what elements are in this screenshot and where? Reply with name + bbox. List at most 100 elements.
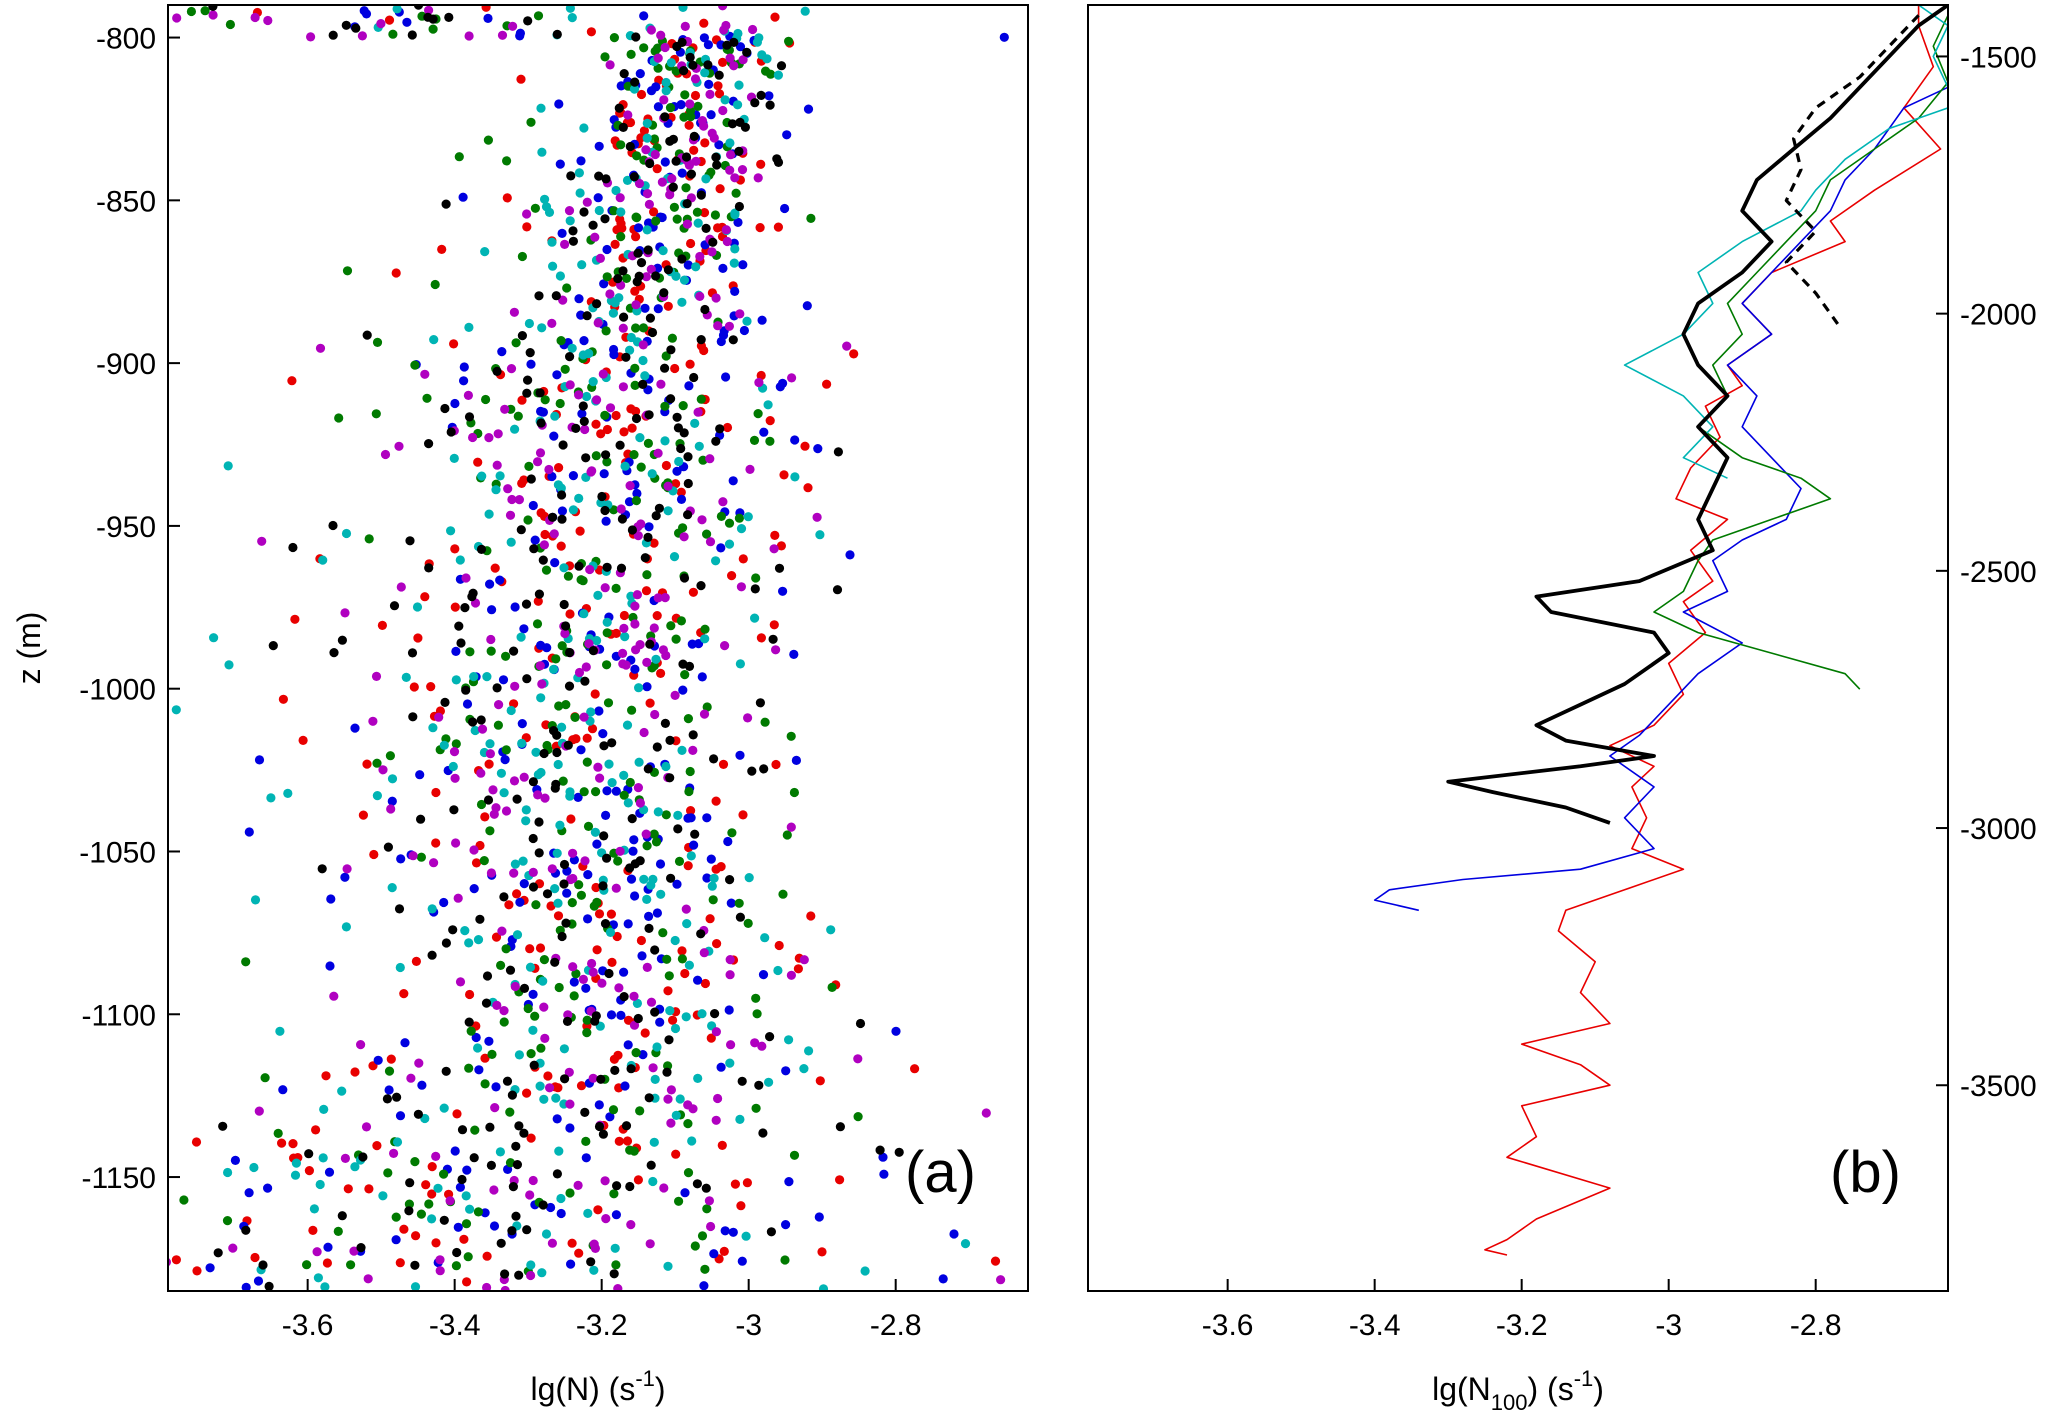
data-point bbox=[465, 1204, 475, 1214]
data-point bbox=[535, 388, 545, 398]
data-point bbox=[734, 201, 745, 212]
data-point bbox=[676, 616, 687, 626]
data-point bbox=[523, 16, 533, 26]
data-point bbox=[703, 40, 714, 50]
data-point bbox=[640, 1028, 650, 1038]
data-point bbox=[727, 119, 738, 129]
data-point bbox=[516, 525, 526, 535]
data-point bbox=[720, 641, 730, 651]
data-point bbox=[534, 291, 544, 301]
data-point bbox=[464, 1063, 474, 1073]
data-point bbox=[618, 648, 628, 659]
data-point bbox=[456, 638, 466, 648]
data-point bbox=[615, 440, 625, 450]
data-point bbox=[222, 1216, 233, 1226]
data-point bbox=[693, 407, 703, 417]
data-point bbox=[735, 659, 746, 669]
data-point bbox=[553, 898, 563, 908]
data-point bbox=[815, 1076, 825, 1086]
data-point bbox=[737, 165, 748, 175]
data-point bbox=[372, 337, 383, 347]
data-point bbox=[539, 1002, 549, 1012]
data-point bbox=[517, 738, 527, 749]
data-point bbox=[580, 856, 590, 866]
data-point bbox=[601, 1214, 611, 1224]
data-point bbox=[610, 1065, 620, 1075]
data-point bbox=[213, 1248, 223, 1258]
data-point bbox=[726, 1040, 736, 1050]
data-point bbox=[666, 58, 676, 68]
panel-a-label: (a) bbox=[905, 1140, 976, 1205]
y-tick-label: -1100 bbox=[81, 999, 156, 1032]
data-point bbox=[619, 790, 629, 800]
data-point bbox=[424, 439, 434, 449]
data-point bbox=[536, 1043, 546, 1053]
data-point bbox=[655, 1017, 665, 1027]
data-point bbox=[413, 633, 423, 643]
data-point bbox=[539, 748, 549, 759]
data-point bbox=[633, 1175, 644, 1185]
data-point bbox=[648, 1176, 658, 1187]
data-point bbox=[683, 510, 693, 520]
data-point bbox=[526, 1049, 536, 1059]
data-point bbox=[522, 209, 532, 219]
data-point bbox=[535, 1081, 545, 1091]
data-point bbox=[575, 188, 585, 198]
data-point bbox=[495, 471, 505, 481]
data-point bbox=[496, 768, 506, 778]
data-point bbox=[701, 174, 711, 184]
data-point bbox=[540, 395, 550, 405]
data-point bbox=[581, 983, 591, 993]
data-point bbox=[781, 1066, 791, 1076]
data-point bbox=[273, 1128, 283, 1138]
data-point bbox=[400, 1038, 410, 1048]
data-point bbox=[578, 401, 588, 411]
data-point bbox=[718, 759, 729, 770]
data-point bbox=[528, 882, 539, 892]
data-point bbox=[614, 103, 624, 113]
data-point bbox=[441, 938, 451, 948]
data-point bbox=[552, 29, 562, 39]
data-point bbox=[631, 645, 641, 655]
data-point bbox=[631, 413, 642, 424]
data-point bbox=[172, 13, 182, 23]
data-point bbox=[627, 705, 637, 715]
data-point bbox=[682, 919, 692, 929]
data-point bbox=[551, 1093, 561, 1103]
data-point bbox=[625, 481, 635, 491]
data-point bbox=[312, 1247, 322, 1257]
data-point bbox=[157, 1257, 166, 1266]
data-point bbox=[607, 738, 617, 748]
data-point bbox=[630, 891, 640, 901]
data-point bbox=[660, 436, 670, 446]
data-point bbox=[551, 291, 561, 301]
data-point bbox=[714, 89, 725, 99]
data-point bbox=[706, 110, 716, 120]
data-point bbox=[485, 826, 495, 836]
data-point bbox=[536, 508, 546, 518]
data-point bbox=[768, 634, 778, 644]
data-point bbox=[745, 464, 755, 474]
data-point bbox=[727, 828, 737, 838]
data-point bbox=[489, 809, 499, 819]
data-point bbox=[471, 1032, 481, 1043]
data-point bbox=[258, 1260, 268, 1270]
data-point bbox=[543, 1071, 553, 1081]
data-point bbox=[410, 1282, 421, 1291]
data-point bbox=[471, 858, 482, 868]
data-point bbox=[528, 1175, 538, 1186]
panel-b-x-axis-label: lg(N100) (s-1) bbox=[1432, 1366, 1604, 1415]
panel-b-x-ticks: -3.6 -3.4 -3.2 -3 -2.8 bbox=[1202, 1279, 1842, 1342]
data-point bbox=[762, 54, 772, 64]
data-point bbox=[601, 174, 611, 184]
data-point bbox=[631, 1048, 641, 1058]
data-point bbox=[451, 838, 461, 848]
data-point bbox=[690, 418, 700, 428]
data-point bbox=[481, 5, 491, 12]
data-point bbox=[580, 1107, 590, 1117]
data-point bbox=[676, 494, 687, 504]
data-point bbox=[191, 1137, 202, 1147]
data-point bbox=[132, 1198, 141, 1207]
panel-a-y-ticks: -800 -850 -900 -950 -1000 -1050 -1100 -1150 bbox=[79, 23, 180, 1195]
data-point bbox=[622, 720, 633, 730]
